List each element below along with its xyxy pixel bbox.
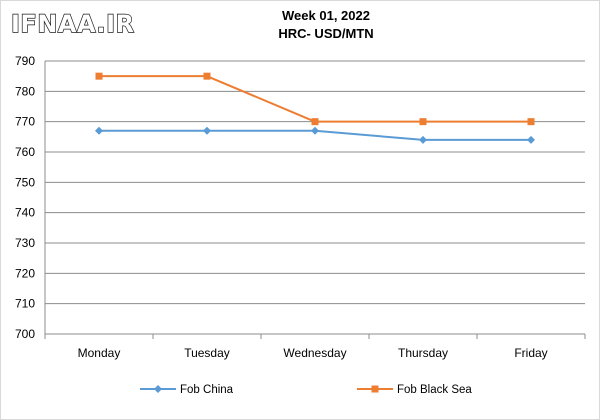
legend-entry: Fob Black Sea (357, 384, 472, 396)
axes: 700 710 720 730 740 750 760 770 780 790 Monday Tues… (15, 54, 586, 360)
watermark-logo: IFNAA.IR (10, 9, 135, 38)
data-point (527, 118, 535, 126)
data-point (527, 135, 535, 144)
y-tick-label: 700 (15, 327, 35, 341)
data-point (203, 126, 211, 135)
y-tick-label: 730 (15, 236, 35, 250)
y-tick-label: 790 (15, 54, 35, 68)
legend: Fob China Fob Black Sea (140, 384, 472, 396)
chart-title: Week 01, 2022 (282, 8, 370, 23)
y-tick-label: 770 (15, 115, 35, 129)
legend-entry: Fob China (140, 384, 234, 396)
data-point (311, 118, 319, 126)
legend-label: Fob Black Sea (397, 384, 472, 396)
y-tick-label: 780 (15, 84, 35, 98)
data-point (95, 126, 103, 135)
legend-swatch-marker (154, 385, 162, 393)
legend-swatch-marker (371, 385, 379, 393)
series-1 (95, 72, 535, 126)
data-point (311, 126, 319, 135)
data-point (203, 72, 211, 80)
x-tick-label: Monday (78, 346, 121, 360)
legend-label: Fob China (180, 384, 234, 396)
data-point (419, 118, 427, 126)
x-tick-label: Thursday (398, 346, 448, 360)
series-line (99, 75, 531, 123)
series (95, 72, 535, 144)
y-tick-label: 760 (15, 145, 35, 159)
data-point (95, 72, 103, 80)
data-point (419, 135, 427, 144)
x-tick-label: Friday (514, 346, 547, 360)
y-tick-label: 740 (15, 206, 35, 220)
gridlines (45, 60, 585, 335)
y-tick-label: 750 (15, 175, 35, 189)
x-tick-label: Wednesday (283, 346, 346, 360)
y-tick-label: 710 (15, 297, 35, 311)
series-0 (95, 126, 535, 144)
x-tick-label: Tuesday (184, 346, 230, 360)
chart-subtitle: HRC- USD/MTN (278, 26, 374, 41)
y-tick-label: 720 (15, 266, 35, 280)
